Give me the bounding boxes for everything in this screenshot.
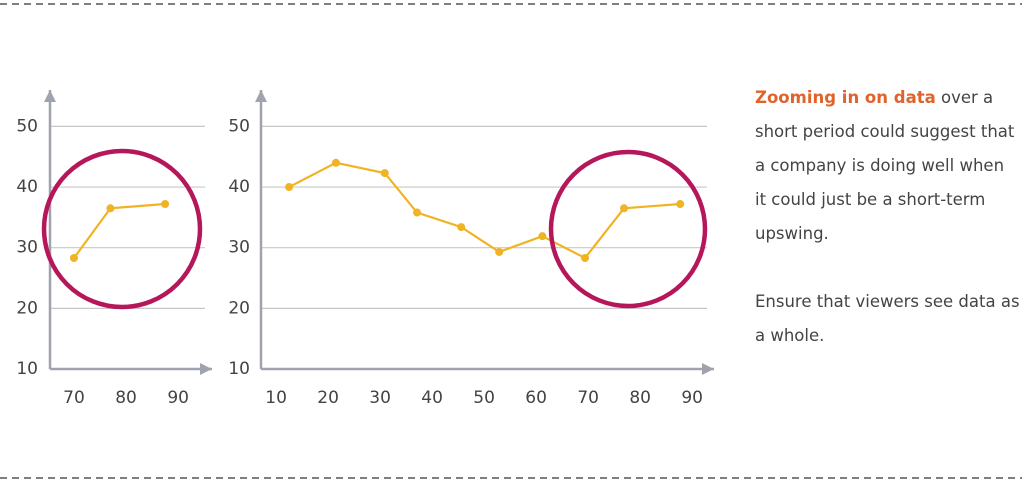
y-tick-label: 10 <box>228 359 250 379</box>
x-tick-label: 90 <box>681 388 703 408</box>
text: over a short period could suggest that a… <box>755 88 1015 243</box>
x-tick-label: 80 <box>629 388 651 408</box>
y-tick-label: 50 <box>228 116 250 136</box>
data-point <box>161 200 170 209</box>
y-tick-label: 40 <box>228 177 250 197</box>
arrow <box>702 363 714 375</box>
data-point <box>380 169 389 178</box>
y-tick-label: 30 <box>16 238 38 258</box>
arrow <box>200 363 212 375</box>
data-point <box>331 158 340 167</box>
y-tick-label: 20 <box>228 298 250 318</box>
y-tick-label: 20 <box>16 298 38 318</box>
data-point <box>538 232 547 241</box>
highlight: Zooming in on data <box>755 88 936 107</box>
data-point <box>457 223 466 232</box>
highlight-ring <box>41 148 203 310</box>
data-point <box>676 200 685 209</box>
x-tick-label: 90 <box>167 388 189 408</box>
x-tick-label: 20 <box>317 388 339 408</box>
x-tick-label: 80 <box>115 388 137 408</box>
x-tick-label: 70 <box>63 388 85 408</box>
data-line <box>288 161 681 260</box>
y-tick-label: 50 <box>16 116 38 136</box>
y-tick-label: 40 <box>16 177 38 197</box>
data-line <box>73 202 166 259</box>
x-tick-label: 30 <box>369 388 391 408</box>
x-tick-label: 10 <box>265 388 287 408</box>
data-point <box>285 183 294 192</box>
highlight-ring <box>548 149 708 309</box>
x-tick-label: 60 <box>525 388 547 408</box>
note: Zooming in on data over a short period c… <box>755 81 1020 387</box>
x-tick-label: 50 <box>473 388 495 408</box>
y-tick-label: 30 <box>228 238 250 258</box>
paragraph: Ensure that viewers see data as a whole. <box>755 292 1020 345</box>
x-tick-label: 70 <box>577 388 599 408</box>
arrow <box>44 90 56 102</box>
arrow <box>255 90 267 102</box>
data-point <box>69 254 78 263</box>
data-point <box>620 204 629 213</box>
data-point <box>413 208 422 217</box>
data-point <box>495 247 504 256</box>
data-point <box>581 254 590 263</box>
data-point <box>106 204 115 213</box>
y-tick-label: 10 <box>16 359 38 379</box>
paragraph: Zooming in on data over a short period c… <box>755 81 1020 251</box>
x-tick-label: 40 <box>421 388 443 408</box>
